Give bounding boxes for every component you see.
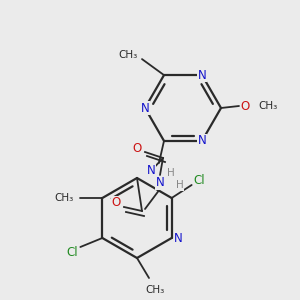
Text: N: N [156,176,164,190]
Text: H: H [167,168,175,178]
Text: CH₃: CH₃ [55,193,74,203]
Text: O: O [111,196,121,209]
Text: N: N [141,101,149,115]
Text: Cl: Cl [194,173,206,187]
Text: H: H [176,180,184,190]
Text: CH₃: CH₃ [258,101,278,111]
Text: O: O [132,142,142,154]
Text: N: N [174,232,183,244]
Text: CH₃: CH₃ [118,50,138,60]
Text: Cl: Cl [67,245,78,259]
Text: CH₃: CH₃ [146,285,165,295]
Text: N: N [198,69,206,82]
Text: O: O [240,100,250,112]
Text: N: N [198,134,206,147]
Text: N: N [147,164,155,177]
